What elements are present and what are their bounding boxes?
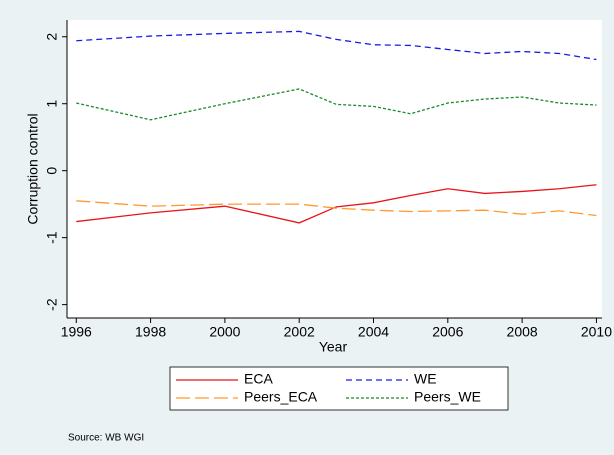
- x-tick-label: 2010: [581, 324, 612, 340]
- x-tick-label: 1998: [135, 324, 166, 340]
- y-tick-label: 2: [44, 33, 60, 41]
- x-tick-label: 2008: [507, 324, 538, 340]
- legend-label: ECA: [244, 371, 273, 387]
- series-line: [76, 30, 597, 61]
- y-tick-label: 1: [44, 100, 60, 108]
- legend-label: Peers_WE: [414, 389, 481, 405]
- x-tick-label: 2006: [432, 324, 463, 340]
- x-tick-label: 1996: [61, 324, 92, 340]
- y-tick-label: -1: [44, 231, 60, 244]
- y-axis-label: Corruption control: [25, 113, 41, 224]
- series-line: [76, 200, 597, 217]
- legend-label: WE: [414, 371, 437, 387]
- x-tick-label: 2004: [358, 324, 389, 340]
- legend-label: Peers_ECA: [244, 389, 318, 405]
- y-tick-label: 0: [44, 167, 60, 175]
- x-tick-label: 2000: [209, 324, 240, 340]
- series-line: [76, 184, 597, 224]
- legend: [169, 366, 509, 411]
- plot-area: [67, 20, 602, 318]
- series-line: [76, 88, 597, 121]
- x-tick-label: 2002: [284, 324, 315, 340]
- y-tick-label: -2: [44, 298, 60, 311]
- source-note: Source: WB WGI: [68, 433, 144, 444]
- x-axis-label: Year: [319, 339, 348, 355]
